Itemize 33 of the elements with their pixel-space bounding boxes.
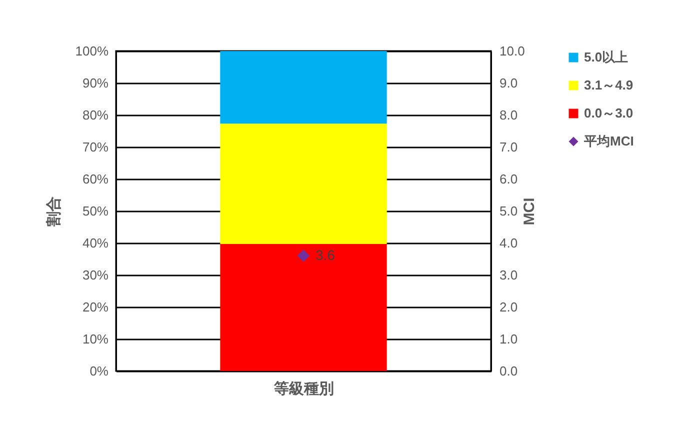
y2-tick-label: 1.0 [500,332,518,346]
y-tick-label: 0% [90,364,109,378]
y2-tick-label: 8.0 [500,108,518,122]
legend-label: 0.0～3.0 [584,106,634,120]
y2-tick-label: 10.0 [500,44,525,58]
legend-label: 3.1～4.9 [584,78,634,92]
y-tick-label: 10% [82,332,109,346]
legend-label: 平均MCI [583,134,634,148]
y2-tick-label: 5.0 [500,204,518,218]
y-tick-label: 30% [82,268,109,282]
y2-axis-title: MCI [520,198,538,226]
y-tick-label: 90% [82,76,109,90]
y2-tick-label: 6.0 [500,172,518,186]
y-axis-title: 割合 [45,196,62,228]
y-tick-label: 80% [82,108,109,122]
data-label: 3.6 [316,246,336,263]
legend-label: 5.0以上 [584,50,628,64]
y-tick-label: 50% [82,204,109,218]
y2-tick-label: 3.0 [500,268,518,282]
y2-tick-label: 0.0 [500,364,518,378]
x-axis-title: 等級種別 [273,380,334,398]
y-tick-label: 20% [82,300,109,314]
y-tick-label: 70% [82,140,109,154]
y2-tick-label: 2.0 [500,300,518,314]
y-tick-label: 60% [82,172,109,186]
y2-tick-label: 9.0 [500,76,518,90]
y2-tick-label: 4.0 [500,236,518,250]
y2-tick-label: 7.0 [500,140,518,154]
y-tick-label: 40% [82,236,109,250]
bar [220,124,387,244]
bar [220,244,387,371]
y-tick-label: 100% [75,44,109,58]
bar [220,51,387,124]
